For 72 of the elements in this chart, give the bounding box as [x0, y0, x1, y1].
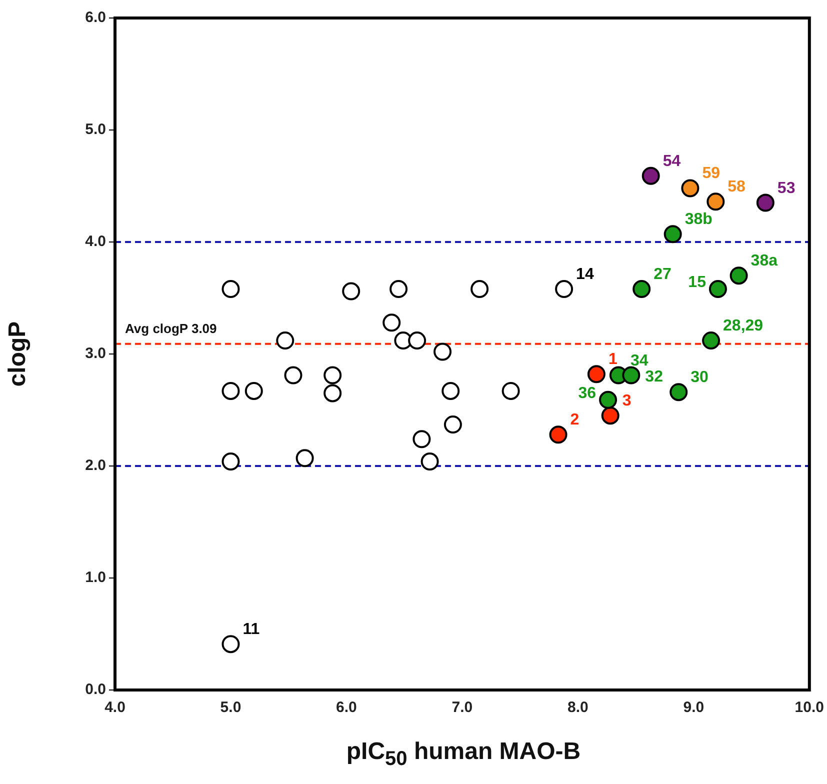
point — [756, 194, 774, 212]
point — [502, 382, 520, 400]
y-tick-label: 6.0 — [85, 9, 106, 26]
point — [670, 383, 688, 402]
annotation: 28,29 — [723, 318, 764, 335]
x-tick-label: 4.0 — [104, 699, 126, 716]
point — [412, 430, 431, 448]
point — [284, 366, 302, 384]
x-axis-title: pIC$_{50}$ human MAO-B — [345, 738, 582, 771]
ref-line-label: Avg clogP 3.09 — [125, 321, 217, 336]
point — [324, 366, 342, 384]
point — [444, 416, 462, 434]
point — [642, 166, 660, 185]
point — [222, 382, 240, 400]
point — [549, 426, 568, 444]
annotation: 3 — [622, 392, 632, 410]
point — [599, 390, 618, 409]
annotation: 59 — [702, 165, 720, 182]
x-tick-label: 5.0 — [220, 699, 242, 716]
point — [632, 280, 651, 298]
point — [730, 266, 748, 285]
point — [708, 280, 727, 298]
y-tick-label: 1.0 — [85, 569, 106, 586]
point — [382, 314, 401, 332]
annotation: 38b — [684, 211, 713, 228]
point — [442, 382, 460, 400]
point — [681, 179, 700, 198]
point — [664, 225, 682, 244]
x-tick-label: 9.0 — [683, 699, 704, 716]
y-tick-label: 5.0 — [85, 121, 106, 138]
point — [702, 332, 720, 350]
point — [601, 406, 620, 425]
y-axis-title: clogP — [4, 321, 32, 387]
annotation: 36 — [578, 384, 596, 402]
annotation: 27 — [654, 266, 672, 284]
point — [390, 280, 408, 298]
y-tick-label: 4.0 — [85, 233, 106, 250]
annotation: 32 — [645, 368, 664, 386]
point — [222, 452, 240, 471]
x-tick-label: 8.0 — [568, 699, 588, 716]
point — [324, 384, 342, 402]
annotation: 53 — [777, 180, 796, 197]
annotation: 1 — [608, 351, 618, 368]
annotation: 11 — [242, 621, 260, 638]
annotation: 30 — [690, 369, 709, 386]
point — [222, 635, 240, 654]
point — [587, 365, 606, 384]
point — [420, 452, 439, 471]
x-tick-label: 6.0 — [336, 699, 357, 716]
point — [276, 332, 294, 350]
annotation: 2 — [570, 412, 580, 429]
point — [244, 382, 263, 400]
point — [408, 332, 426, 350]
x-tick-label: 7.0 — [452, 699, 473, 716]
annotation: 34 — [630, 352, 648, 370]
point — [222, 280, 240, 298]
y-tick-label: 3.0 — [85, 345, 106, 362]
annotation: 38a — [750, 252, 778, 270]
point — [434, 342, 452, 361]
y-tick-label: 2.0 — [85, 457, 106, 474]
point — [622, 366, 640, 384]
annotation: 14 — [576, 266, 594, 284]
point — [342, 282, 360, 300]
point — [470, 280, 489, 298]
annotation: 15 — [688, 274, 706, 292]
point — [555, 280, 574, 298]
point — [706, 192, 725, 211]
annotation: 58 — [728, 178, 746, 196]
x-tick-label: 10.0 — [794, 699, 824, 716]
point — [296, 449, 314, 468]
annotation: 54 — [662, 152, 681, 170]
y-tick-label: 0.0 — [85, 681, 106, 698]
